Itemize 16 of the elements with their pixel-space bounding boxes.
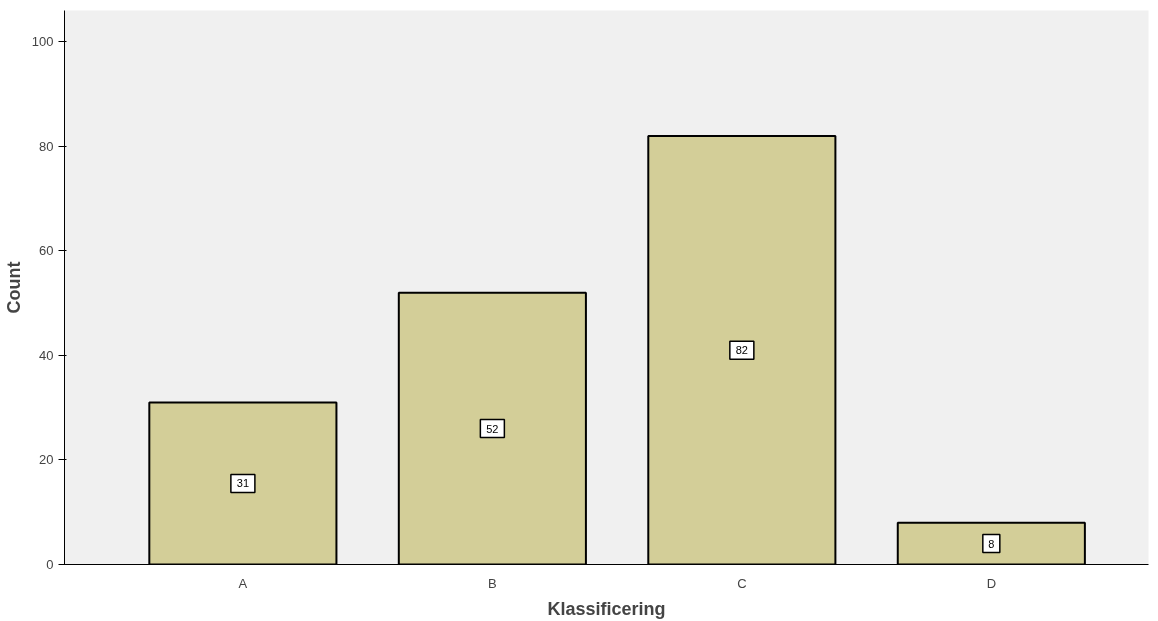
x-tick-label: D [986,575,997,591]
y-tick-label: 100 [31,34,54,50]
y-tick-label: 60 [39,243,54,259]
y-tick-label: 80 [39,138,54,154]
x-tick-label: A [238,575,248,591]
x-tick-label: C [737,575,747,591]
data-label: 31 [236,477,250,490]
x-tick-label: B [488,575,497,591]
y-tick-label: 0 [46,557,54,572]
data-label: 8 [988,537,995,550]
x-axis-title: Klassificering [547,598,666,619]
y-tick-label: 40 [39,347,54,363]
y-axis-title: Count [3,261,24,314]
data-label: 52 [486,422,499,435]
y-tick-label: 20 [39,452,54,468]
data-label: 82 [735,344,748,357]
